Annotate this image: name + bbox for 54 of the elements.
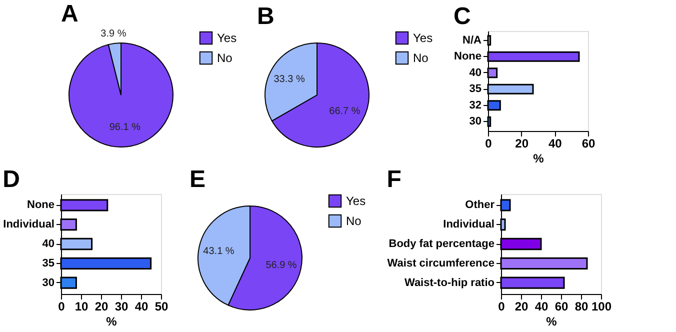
x-tick-label: 40	[548, 136, 562, 150]
x-tick-label: 20	[514, 300, 528, 314]
legend-label: Yes	[217, 31, 237, 45]
chart-title: D	[2, 166, 20, 193]
data-label: 56.9 %	[266, 260, 297, 271]
data-label: 43.1 %	[203, 246, 234, 258]
y-tick-label: 35	[42, 257, 54, 270]
legend-label: Yes	[413, 31, 433, 45]
y-tick-label: Individual	[3, 218, 54, 231]
y-tick-label: Other	[465, 199, 496, 212]
y-tick-label: None	[454, 50, 482, 63]
y-tick-label: None	[27, 199, 54, 212]
chart-title: A	[61, 0, 78, 28]
chart-title: B	[257, 3, 274, 30]
data-label: 96.1 %	[109, 122, 141, 133]
y-tick-label: 40	[469, 66, 482, 79]
y-tick-label: 32	[469, 99, 482, 112]
x-tick-label: 60	[554, 300, 568, 314]
pie-slice	[68, 42, 174, 148]
x-tick-label: 100	[591, 300, 612, 314]
chart-title: E	[189, 166, 206, 193]
x-axis-title: %	[533, 152, 544, 166]
x-axis-title: %	[106, 314, 118, 328]
chart-title: F	[386, 166, 402, 193]
data-label: 3.9 %	[100, 28, 126, 40]
y-tick-label: 30	[469, 116, 482, 128]
y-tick-label: 35	[469, 83, 482, 96]
x-tick-label: 40	[534, 300, 548, 314]
y-tick-label: N/A	[462, 34, 482, 46]
x-tick-label: 0	[498, 300, 506, 314]
chart-title: C	[454, 3, 471, 30]
x-tick-label: 30	[114, 300, 128, 314]
data-label: 33.3 %	[274, 74, 305, 85]
x-axis-title: %	[546, 314, 558, 328]
y-tick-label: Waist-to-hip ratio	[404, 276, 495, 289]
x-tick-label: 20	[515, 136, 529, 150]
x-tick-label: 20	[94, 300, 108, 314]
x-tick-label: 10	[74, 300, 88, 314]
y-tick-label: Waist circumference	[387, 257, 494, 270]
x-tick-label: 0	[58, 300, 66, 314]
legend-label: Yes	[346, 194, 366, 208]
legend-label: No	[346, 214, 362, 228]
y-tick-label: Body fat percentage	[388, 238, 494, 250]
y-tick-label: 30	[42, 276, 54, 289]
x-tick-label: 60	[582, 136, 596, 150]
y-tick-label: 40	[42, 238, 54, 250]
y-tick-label: Individual	[443, 218, 494, 231]
data-label: 66.7 %	[329, 106, 360, 118]
legend-label: No	[413, 51, 429, 65]
x-tick-label: 50	[154, 300, 168, 314]
x-tick-label: 0	[485, 136, 492, 150]
x-tick-label: 80	[574, 300, 588, 314]
x-tick-label: 40	[134, 300, 148, 314]
legend-label: No	[217, 51, 233, 65]
